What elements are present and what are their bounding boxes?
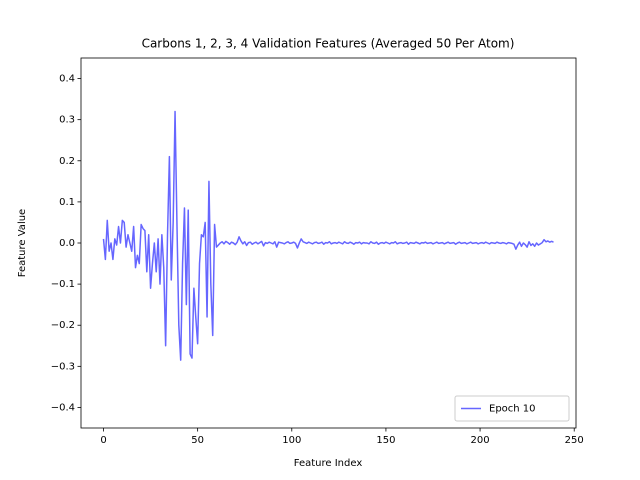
legend-box bbox=[454, 395, 570, 422]
x-tick-label: 250 bbox=[565, 435, 584, 446]
chart-title: Carbons 1, 2, 3, 4 Validation Features (… bbox=[142, 37, 515, 51]
y-tick-label: 0.0 bbox=[59, 238, 75, 249]
x-tick-label: 150 bbox=[376, 435, 395, 446]
y-tick-label: −0.3 bbox=[51, 361, 75, 372]
y-tick-label: 0.2 bbox=[59, 156, 75, 167]
y-axis-label: Feature Value bbox=[17, 209, 28, 277]
x-tick-label: 100 bbox=[282, 435, 301, 446]
y-tick-label: 0.1 bbox=[59, 197, 75, 208]
plot-frame bbox=[80, 57, 577, 429]
y-tick-label: −0.2 bbox=[51, 320, 75, 331]
y-tick-label: 0.4 bbox=[59, 74, 75, 85]
x-tick-label: 200 bbox=[471, 435, 490, 446]
y-tick-label: −0.1 bbox=[51, 279, 75, 290]
x-axis-label: Feature Index bbox=[294, 458, 363, 469]
y-tick-label: 0.3 bbox=[59, 115, 75, 126]
y-tick-label: −0.4 bbox=[51, 402, 75, 413]
x-tick-label: 0 bbox=[100, 435, 106, 446]
x-tick-label: 50 bbox=[191, 435, 204, 446]
legend-label: Epoch 10 bbox=[489, 404, 536, 415]
data-line bbox=[102, 110, 554, 361]
